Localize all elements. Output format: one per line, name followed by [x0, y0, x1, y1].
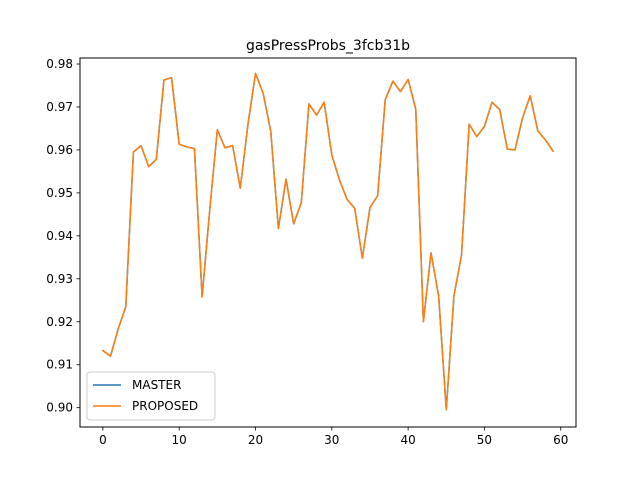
- x-tick-label: 50: [477, 433, 492, 447]
- legend-box: [86, 371, 216, 421]
- plot-frame: [79, 57, 577, 428]
- legend-label-master: MASTER: [132, 378, 181, 392]
- x-tick-label: 30: [324, 433, 339, 447]
- y-tick-label: 0.91: [46, 358, 73, 372]
- x-tick-label: 20: [248, 433, 263, 447]
- x-tick-label: 0: [99, 433, 107, 447]
- x-tick-label: 40: [400, 433, 415, 447]
- y-tick-label: 0.93: [46, 272, 73, 286]
- chart-title: gasPressProbs_3fcb31b: [246, 38, 410, 54]
- series-layer: [101, 72, 555, 411]
- y-tick-label: 0.97: [46, 100, 73, 114]
- y-tick-label: 0.95: [46, 186, 73, 200]
- y-tick-label: 0.96: [46, 143, 73, 157]
- x-axis: 0 10 20 30 40 50 60: [99, 427, 568, 447]
- series-line-proposed: [101, 72, 555, 411]
- legend-label-proposed: PROPOSED: [132, 399, 198, 413]
- legend: MASTER PROPOSED: [86, 371, 216, 421]
- y-tick-label: 0.90: [46, 401, 73, 415]
- y-axis: 0.90 0.91 0.92 0.93 0.94 0.95 0.96 0.97 0.98: [46, 57, 80, 415]
- y-tick-label: 0.94: [46, 229, 73, 243]
- y-tick-label: 0.98: [46, 57, 73, 71]
- y-tick-label: 0.92: [46, 315, 73, 329]
- x-tick-label: 10: [172, 433, 187, 447]
- x-tick-label: 60: [553, 433, 568, 447]
